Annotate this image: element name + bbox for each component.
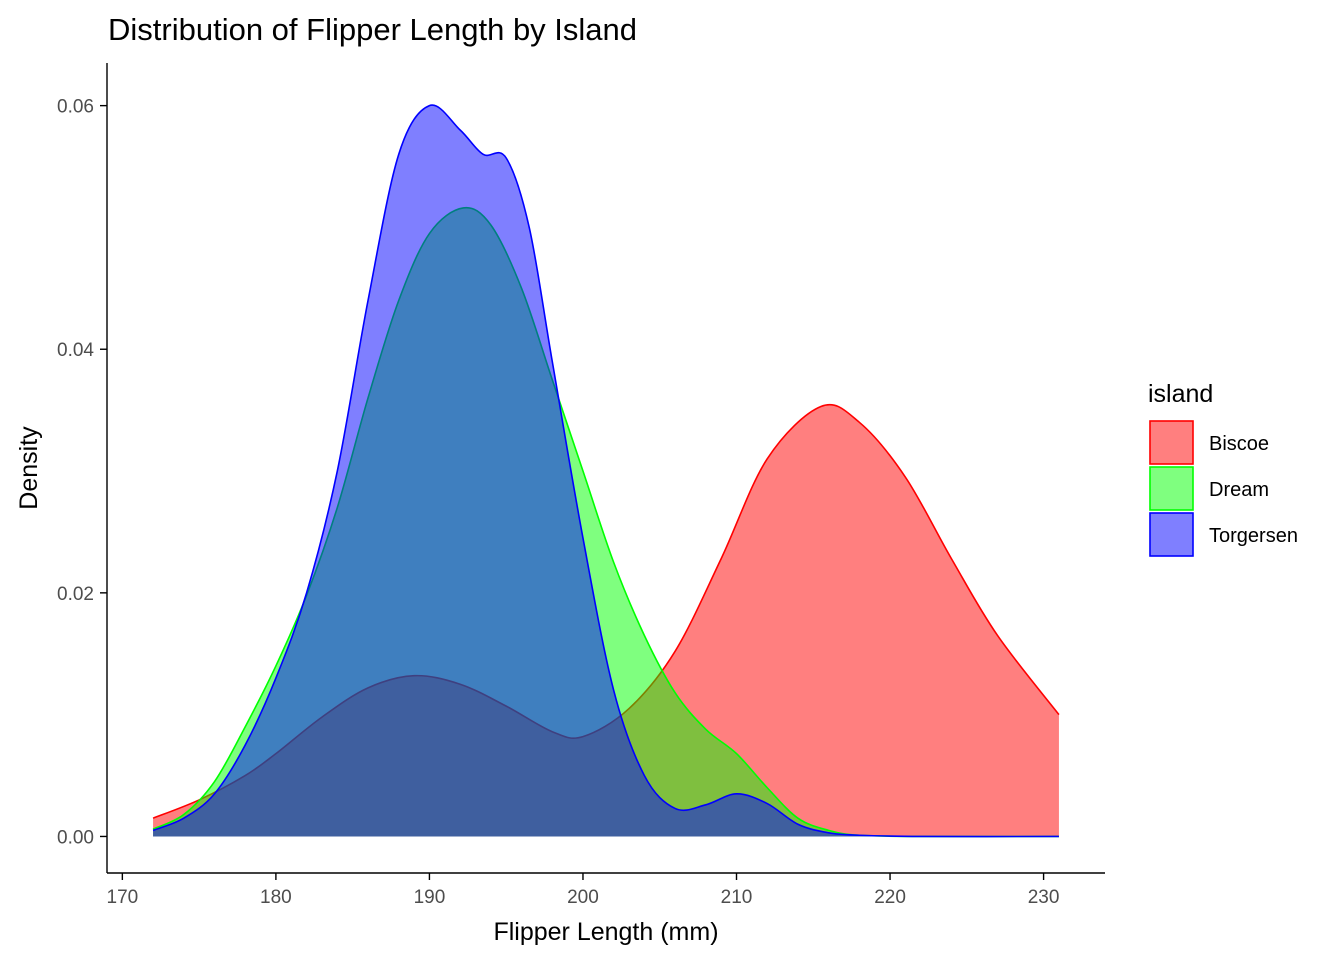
x-tick-label: 200	[567, 887, 599, 908]
density-line-torgersen	[152, 104, 1059, 838]
legend-title: island	[1148, 380, 1213, 408]
y-axis-title: Density	[15, 426, 43, 510]
y-axis-ticks: 0.00 0.02 0.04 0.06	[57, 97, 107, 848]
legend-label-torgersen: Torgersen	[1209, 525, 1298, 547]
legend-label-dream: Dream	[1209, 479, 1269, 501]
density-area-torgersen	[153, 105, 1059, 837]
legend-label-biscoe: Biscoe	[1209, 433, 1269, 455]
x-tick-label: 180	[260, 887, 292, 908]
y-tick-label: 0.06	[57, 97, 94, 118]
x-axis-ticks: 170 180 190 200 210 220 230	[107, 873, 1060, 908]
x-tick-label: 210	[721, 887, 753, 908]
legend: island Biscoe Dream Torgersen	[1148, 380, 1298, 557]
legend-swatch-biscoe	[1149, 420, 1194, 465]
x-tick-label: 230	[1028, 887, 1060, 908]
legend-swatch-torgersen	[1149, 512, 1194, 557]
plot-areas	[152, 104, 1060, 838]
legend-items: Biscoe Dream Torgersen	[1149, 420, 1298, 557]
y-tick-label: 0.04	[57, 340, 94, 361]
y-tick-label: 0.00	[57, 827, 94, 848]
chart-title: Distribution of Flipper Length by Island	[108, 12, 637, 47]
x-tick-label: 190	[414, 887, 446, 908]
x-axis-title: Flipper Length (mm)	[493, 918, 718, 946]
y-tick-label: 0.02	[57, 584, 94, 605]
x-tick-label: 170	[107, 887, 139, 908]
x-tick-label: 220	[874, 887, 906, 908]
legend-swatch-dream	[1149, 466, 1194, 511]
